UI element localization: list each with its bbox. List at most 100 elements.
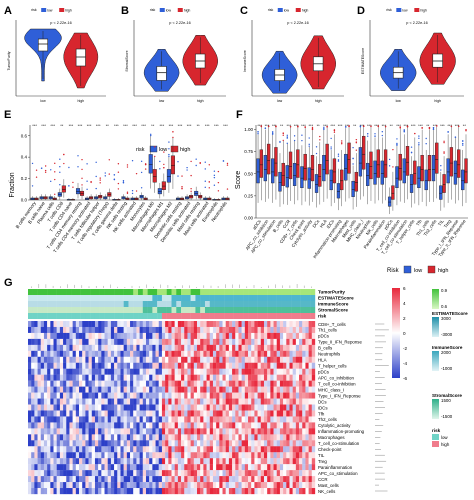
heat-cell (98, 386, 102, 393)
heat-cell (267, 356, 271, 363)
heat-cell (311, 338, 316, 346)
heat-cell (270, 350, 274, 357)
heat-cell (305, 398, 309, 405)
outlier-e-low (195, 158, 197, 160)
heat-cell (117, 368, 121, 375)
heat-cell (75, 446, 80, 453)
heat-cell (295, 368, 300, 375)
outlier-e-low (40, 167, 43, 169)
heat-cell (299, 470, 303, 477)
heat-cell (171, 452, 175, 459)
heat-cell (283, 380, 287, 387)
signif-f: ** (390, 123, 394, 128)
xtick-label-f: TIL (437, 218, 445, 227)
heat-cell (251, 344, 255, 351)
heat-cell (235, 434, 239, 441)
heat-cell (37, 386, 41, 393)
xtick-high-c: high (315, 99, 322, 103)
heat-cell (101, 416, 105, 423)
heat-cell (75, 362, 80, 369)
heat-cell (120, 410, 124, 417)
heat-cell (225, 350, 230, 357)
signif-f: *** (345, 123, 350, 128)
heat-cell (238, 398, 242, 405)
heat-cell (238, 356, 242, 363)
heat-cell (59, 458, 64, 465)
heat-cell (292, 398, 297, 405)
outlier-f-low (330, 137, 332, 140)
signif-f: *** (265, 123, 270, 128)
heat-cell (53, 428, 57, 435)
heat-cell (200, 428, 204, 435)
heat-cell (267, 488, 271, 495)
heat-cell (222, 446, 226, 453)
heat-cell (212, 458, 217, 465)
heat-cell (302, 368, 306, 375)
heat-cell (270, 476, 274, 483)
outlier-e-low (140, 160, 143, 163)
box-f-high (266, 143, 271, 175)
heat-cell (187, 356, 191, 363)
signif-e: ** (151, 123, 155, 128)
box-f-low (395, 166, 399, 189)
heat-cell (165, 482, 169, 489)
heat-cell (200, 344, 204, 351)
outlier-f-low (388, 165, 391, 167)
box-f-low (285, 165, 289, 188)
annotation-cell-ImmuneScore (90, 301, 96, 307)
heat-cell (228, 404, 233, 411)
heat-cell (165, 422, 169, 429)
heat-cell (82, 434, 86, 441)
annotation-cell-ESTIMATEScore (185, 295, 191, 301)
heat-cell (104, 482, 108, 489)
heat-cell (28, 416, 32, 423)
heat-cell (88, 476, 92, 483)
annotation-cell-TumorPurity (85, 289, 91, 295)
signif-e: *** (41, 123, 46, 128)
annotation-cell-ESTIMATEScore (147, 295, 153, 301)
heat-cell (120, 362, 124, 369)
heat-cell (161, 380, 166, 387)
heat-cell (302, 428, 306, 435)
heat-cell (295, 482, 300, 489)
heat-cell (114, 398, 118, 405)
heat-cell (168, 332, 172, 340)
heat-cell (139, 488, 143, 495)
heat-cell (149, 326, 153, 334)
annotation-cell-TumorPurity (157, 289, 163, 295)
heat-cell (286, 488, 290, 495)
heat-cell (161, 470, 166, 477)
heat-cell (235, 410, 239, 417)
annotation-cell-risk (109, 313, 115, 319)
outlier-f-low (462, 140, 464, 142)
outlier-f-high (341, 140, 343, 142)
heat-cell (305, 338, 309, 346)
outlier-e-high (81, 158, 83, 161)
heat-cell (82, 362, 86, 369)
annotation-cell-ImmuneScore (133, 301, 139, 307)
annotation-cell-risk (185, 313, 191, 319)
ylabel-c: ImmuneScore (243, 50, 247, 72)
annotation-cell-ESTIMATEScore (99, 295, 105, 301)
heat-cell (120, 458, 124, 465)
heat-cell (305, 416, 309, 423)
heat-cell (212, 350, 217, 357)
heat-cell (63, 416, 67, 423)
heat-cell (311, 321, 316, 328)
heat-cell (94, 410, 99, 417)
heat-cell (145, 392, 150, 399)
heat-cell (228, 452, 233, 459)
legend-low-d: low (402, 9, 408, 13)
heat-cell (197, 392, 201, 399)
annotation-cell-StromalScore (257, 307, 263, 313)
heat-cell (161, 434, 166, 441)
heat-cell (110, 476, 115, 483)
heat-cell (104, 374, 108, 381)
heat-cell (263, 470, 268, 477)
heat-cell (123, 428, 128, 435)
heat-cell (130, 440, 134, 447)
signif-e: *** (32, 123, 37, 128)
heat-cell (126, 416, 131, 423)
heat-cell (267, 344, 271, 351)
outlier-e-high (226, 188, 229, 190)
